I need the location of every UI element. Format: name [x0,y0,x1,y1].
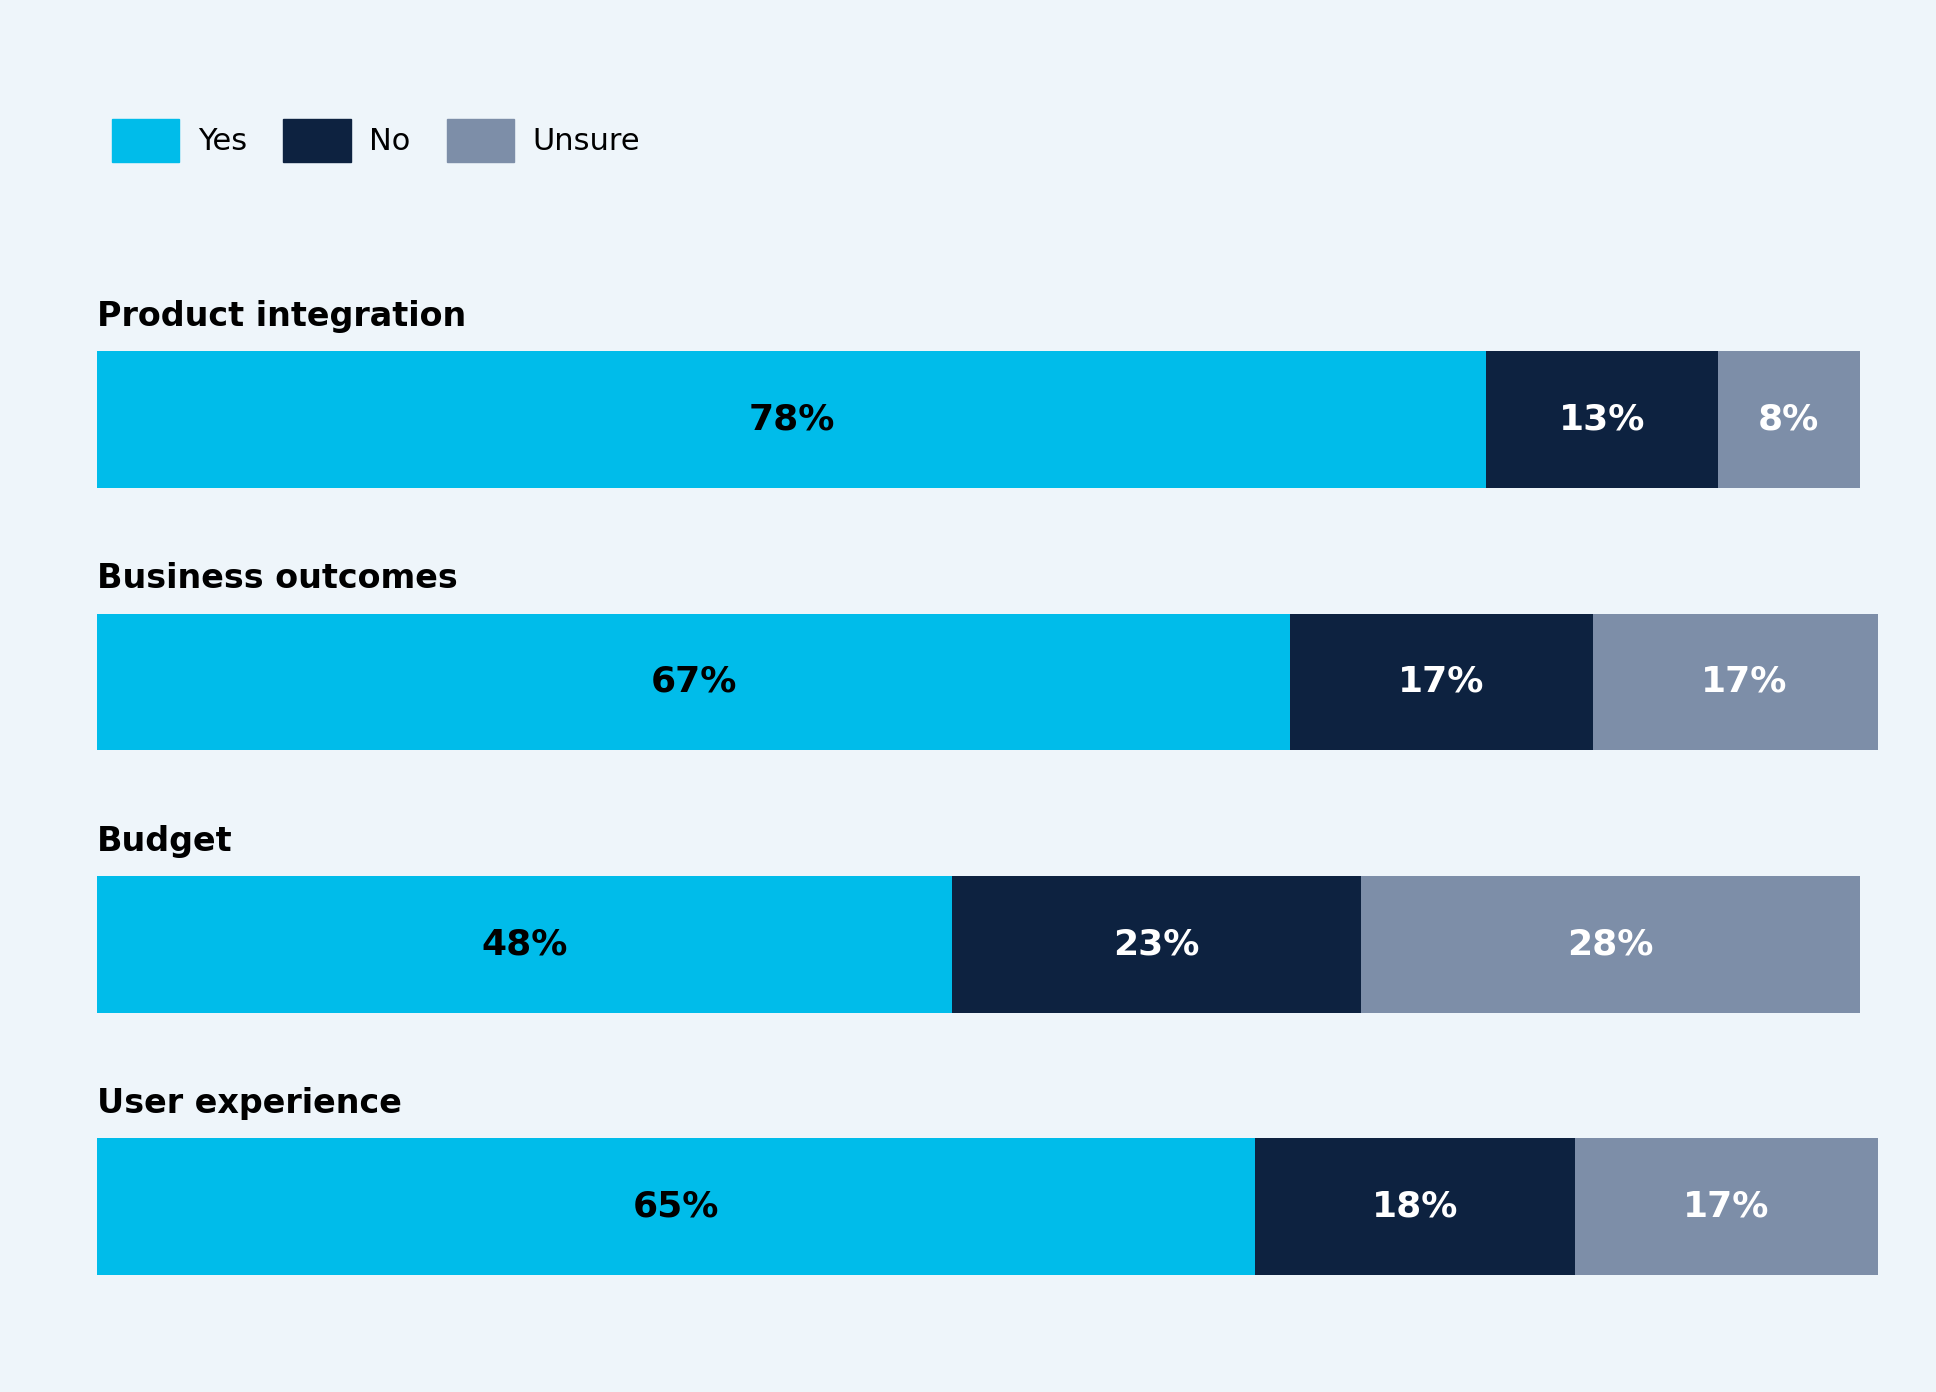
Text: 48%: 48% [480,927,567,962]
Bar [1255,1139,1576,1275]
Bar [97,614,1289,750]
Text: 17%: 17% [1702,665,1787,699]
Text: 13%: 13% [1558,402,1646,437]
Bar [1487,351,1717,487]
Bar [1576,1139,1878,1275]
Bar [1717,351,1860,487]
Bar [97,876,953,1012]
Text: 17%: 17% [1398,665,1485,699]
Text: 65%: 65% [633,1190,718,1224]
Text: 17%: 17% [1682,1190,1770,1224]
Text: 18%: 18% [1371,1190,1458,1224]
Bar [97,1139,1255,1275]
Text: User experience: User experience [97,1087,401,1121]
Legend: Yes, No, Unsure: Yes, No, Unsure [112,118,641,161]
Text: Budget: Budget [97,824,232,857]
Text: 8%: 8% [1758,402,1820,437]
Text: Business outcomes: Business outcomes [97,562,457,596]
Text: 78%: 78% [747,402,834,437]
Bar [1289,614,1593,750]
Bar [1593,614,1895,750]
Bar [1361,876,1860,1012]
Text: 28%: 28% [1568,927,1653,962]
Bar [953,876,1361,1012]
Text: 23%: 23% [1113,927,1200,962]
Bar [97,351,1487,487]
Text: 67%: 67% [650,665,738,699]
Text: Product integration: Product integration [97,299,467,333]
